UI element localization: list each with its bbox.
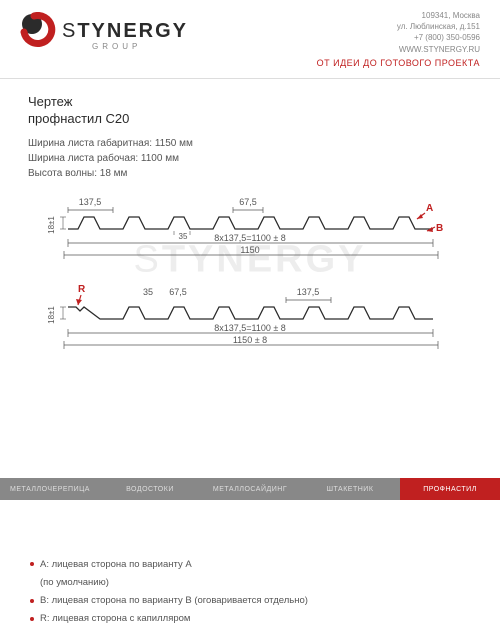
- bullet-icon: [30, 562, 34, 566]
- svg-text:137,5: 137,5: [79, 197, 102, 207]
- footer-item[interactable]: ВОДОСТОКИ: [100, 486, 200, 493]
- content: Чертеж профнастил С20 Ширина листа габар…: [0, 78, 500, 628]
- footer-item[interactable]: МЕТАЛЛОСАЙДИНГ: [200, 486, 300, 493]
- contact-url: WWW.STYNERGY.RU: [397, 44, 480, 55]
- svg-text:8x137,5=1100 ± 8: 8x137,5=1100 ± 8: [214, 233, 286, 243]
- contact-address1: 109341, Москва: [397, 10, 480, 21]
- legend-item-a: A: лицевая сторона по варианту А: [30, 556, 472, 574]
- footer-nav: МЕТАЛЛОЧЕРЕПИЦА ВОДОСТОКИ МЕТАЛЛОСАЙДИНГ…: [0, 478, 500, 500]
- contact-block: 109341, Москва ул. Люблинская, д.151 +7 …: [397, 10, 480, 55]
- svg-text:137,5: 137,5: [297, 287, 320, 297]
- svg-text:18±1: 18±1: [47, 216, 56, 234]
- footer-item[interactable]: МЕТАЛЛОЧЕРЕПИЦА: [0, 486, 100, 493]
- doc-title-2: профнастил С20: [28, 111, 472, 126]
- logo-text: STYNERGY: [62, 20, 188, 43]
- technical-drawing: 137,5 67,5 35 18±1: [28, 191, 472, 371]
- legend: A: лицевая сторона по варианту А (по умо…: [28, 556, 472, 628]
- svg-text:8x137,5=1100 ± 8: 8x137,5=1100 ± 8: [214, 323, 286, 333]
- bullet-icon: [30, 617, 34, 621]
- logo-icon: [20, 12, 60, 52]
- svg-text:35: 35: [179, 232, 188, 241]
- doc-title-1: Чертеж: [28, 94, 472, 109]
- bullet-icon: [30, 599, 34, 603]
- legend-item-a-sub: (по умолчанию): [30, 574, 472, 592]
- spec-line: Ширина листа рабочая: 1100 мм: [28, 151, 472, 166]
- legend-item-b: B: лицевая сторона по варианту B (оговар…: [30, 592, 472, 610]
- contact-phone: +7 (800) 350-0596: [397, 32, 480, 43]
- contact-address2: ул. Люблинская, д.151: [397, 21, 480, 32]
- legend-item-r: R: лицевая сторона с капилляром: [30, 610, 472, 628]
- svg-text:B: B: [436, 223, 443, 234]
- svg-text:1150 ± 8: 1150 ± 8: [233, 335, 267, 345]
- spec-line: Ширина листа габаритная: 1150 мм: [28, 136, 472, 151]
- logo-group-label: GROUP: [92, 42, 141, 51]
- svg-text:A: A: [426, 203, 433, 214]
- svg-text:R: R: [78, 284, 86, 295]
- header-divider: [0, 78, 500, 79]
- tagline: ОТ ИДЕИ ДО ГОТОВОГО ПРОЕКТА: [317, 58, 480, 68]
- header: STYNERGY GROUP 109341, Москва ул. Люблин…: [0, 0, 500, 78]
- svg-text:67,5: 67,5: [169, 287, 187, 297]
- footer-item[interactable]: ШТАКЕТНИК: [300, 486, 400, 493]
- spec-line: Высота волны: 18 мм: [28, 166, 472, 181]
- svg-text:67,5: 67,5: [239, 197, 257, 207]
- svg-text:1150: 1150: [240, 245, 259, 255]
- svg-text:18±1: 18±1: [47, 306, 56, 324]
- footer-item-active[interactable]: ПРОФНАСТИЛ: [400, 478, 500, 500]
- svg-text:35: 35: [143, 287, 153, 297]
